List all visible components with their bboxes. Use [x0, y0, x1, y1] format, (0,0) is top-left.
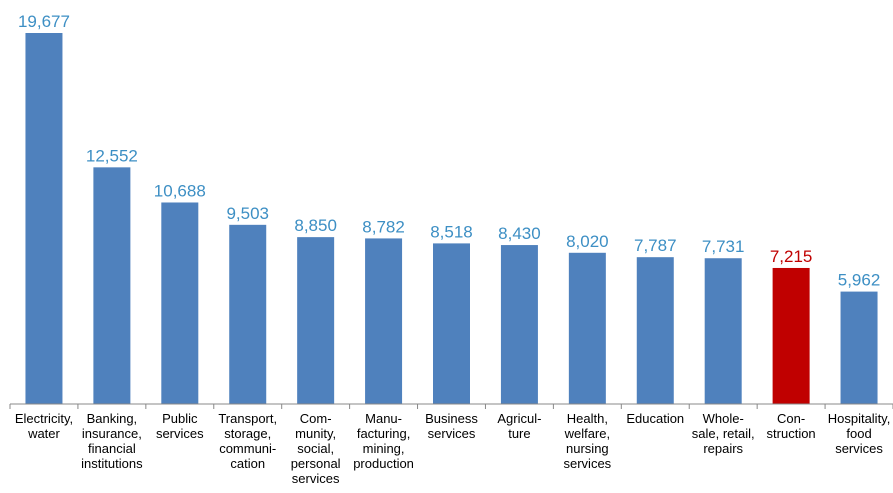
category-label: Health, welfare, nursing services [564, 411, 612, 471]
category-label: Con-struction [767, 411, 816, 441]
bar [297, 237, 335, 404]
category-label: Whole-sale, retail, repairs [692, 411, 755, 456]
category-label: Electricity, water [15, 411, 73, 441]
category-label: Com-munity, social, personal services [291, 411, 341, 486]
value-label: 8,782 [362, 217, 405, 236]
bar [772, 267, 810, 404]
bar [500, 245, 538, 404]
bar [840, 291, 878, 404]
bars-group [25, 33, 878, 404]
bar [636, 257, 674, 404]
category-label: Transport, storage, communi-cation [218, 411, 277, 471]
bar [365, 238, 403, 404]
value-label: 8,430 [498, 224, 541, 243]
category-label: Hospitality, food services [828, 411, 891, 456]
category-label: Public services [156, 411, 204, 441]
category-label: Banking, insurance, financial institutions [81, 411, 143, 471]
value-label: 7,731 [702, 237, 745, 256]
value-label: 8,850 [294, 216, 337, 235]
bar [93, 167, 131, 404]
value-labels-group: 19,677 12,552 10,688 9,503 8,850 8,782 8,518 8,… [18, 12, 880, 290]
value-label: 10,688 [154, 181, 206, 200]
value-label: 8,518 [430, 222, 473, 241]
bar [25, 33, 63, 404]
value-label: 7,215 [770, 247, 813, 266]
bar [568, 252, 606, 404]
value-label: 9,503 [226, 204, 269, 223]
bar [161, 202, 199, 404]
bar [704, 258, 742, 404]
value-label: 8,020 [566, 232, 609, 251]
value-label: 5,962 [838, 271, 881, 290]
value-label: 12,552 [86, 146, 138, 165]
category-label: Education [626, 411, 684, 426]
bar [433, 243, 470, 404]
x-axis-ticks [9, 404, 893, 409]
bar [229, 224, 267, 404]
value-label: 19,677 [18, 12, 70, 31]
category-label: Manu-facturing, mining, production [353, 411, 414, 471]
value-label: 7,787 [634, 236, 677, 255]
category-label: Business services [425, 411, 478, 441]
category-label: Agricul-ture [497, 411, 541, 441]
category-labels-group: Electricity, water Banking, insurance, finan… [15, 411, 891, 486]
